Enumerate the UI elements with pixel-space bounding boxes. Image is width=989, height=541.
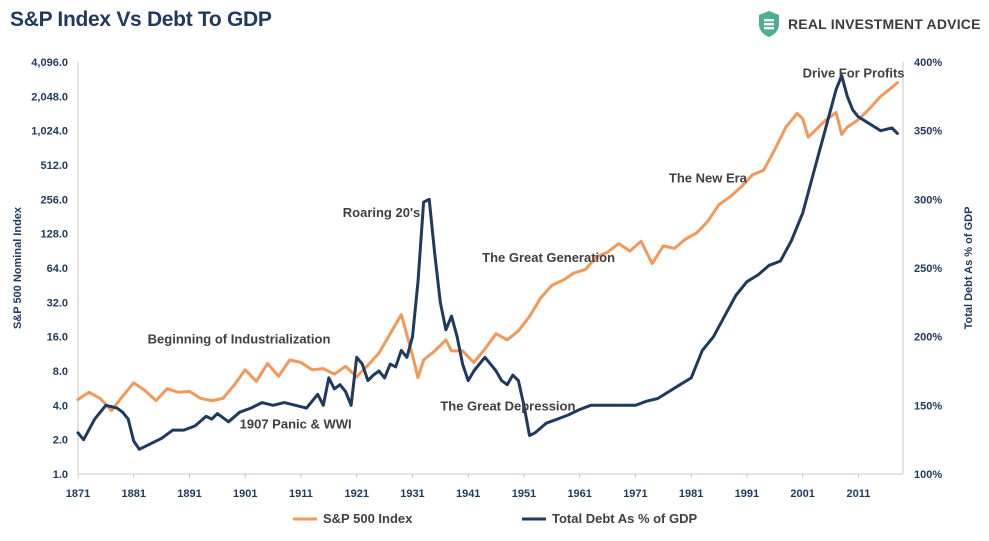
y2-tick-label: 150%	[914, 400, 942, 412]
y2-tick-label: 250%	[914, 263, 942, 275]
x-tick-label: 2001	[790, 488, 814, 500]
x-tick-label: 1961	[567, 488, 591, 500]
shield-dollar-icon	[759, 11, 779, 37]
debt-gdp-line	[76, 74, 899, 451]
x-tick-label: 1871	[66, 488, 90, 500]
brand-logo: REAL INVESTMENT ADVICE	[758, 9, 981, 39]
y2-tick-label: 200%	[914, 332, 942, 344]
annotation-label: 1907 Panic & WWI	[240, 417, 352, 432]
brand-name: REAL INVESTMENT ADVICE	[788, 16, 981, 32]
y-tick-label: 32.0	[47, 297, 68, 309]
y-tick-label: 1.0	[53, 469, 68, 481]
y-tick-label: 4.0	[53, 400, 68, 412]
y-tick-label: 4,096.0	[31, 57, 68, 69]
y2-tick-label: 100%	[914, 469, 942, 481]
sp500-line	[76, 81, 899, 413]
y2-tick-label: 300%	[914, 194, 942, 206]
y-tick-label: 2,048.0	[31, 91, 68, 103]
annotation-label: The New Era	[669, 170, 748, 185]
annotation-label: The Great Depression	[440, 399, 575, 414]
x-tick-label: 1901	[233, 488, 257, 500]
y2-axis-title: Total Debt As % of GDP	[963, 207, 975, 330]
annotation-label: Beginning of Industrialization	[148, 331, 331, 346]
y2-tick-label: 350%	[914, 126, 942, 138]
y2-tick-label: 400%	[914, 57, 942, 69]
legend-label-sp500: S&P 500 Index	[323, 511, 413, 526]
annotation-label: Roaring 20's	[343, 205, 421, 220]
annotation-label: Drive For Profits	[803, 65, 905, 80]
y-tick-label: 64.0	[47, 263, 68, 275]
x-tick-label: 1881	[122, 488, 146, 500]
y-tick-label: 512.0	[40, 160, 68, 172]
x-tick-label: 1911	[289, 488, 313, 500]
y-tick-label: 16.0	[47, 332, 68, 344]
x-tick-label: 1951	[512, 488, 536, 500]
annotation-label: The Great Generation	[482, 250, 615, 265]
legend-label-debt: Total Debt As % of GDP	[552, 511, 698, 526]
x-tick-label: 1941	[456, 488, 480, 500]
y-tick-label: 2.0	[53, 435, 68, 447]
x-tick-label: 1981	[679, 488, 703, 500]
x-tick-label: 1921	[344, 488, 368, 500]
x-tick-label: 2011	[846, 488, 870, 500]
x-tick-label: 1931	[400, 488, 424, 500]
y-tick-label: 1,024.0	[31, 126, 68, 138]
y-axis-title: S&P 500 Nominal Index	[12, 206, 24, 329]
y-tick-label: 128.0	[40, 229, 68, 241]
y-tick-label: 256.0	[40, 194, 68, 206]
chart-title: S&P Index Vs Debt To GDP	[10, 8, 272, 31]
x-tick-label: 1891	[177, 488, 201, 500]
x-tick-label: 1971	[623, 488, 647, 500]
x-tick-label: 1991	[735, 488, 759, 500]
y-tick-label: 8.0	[53, 366, 68, 378]
